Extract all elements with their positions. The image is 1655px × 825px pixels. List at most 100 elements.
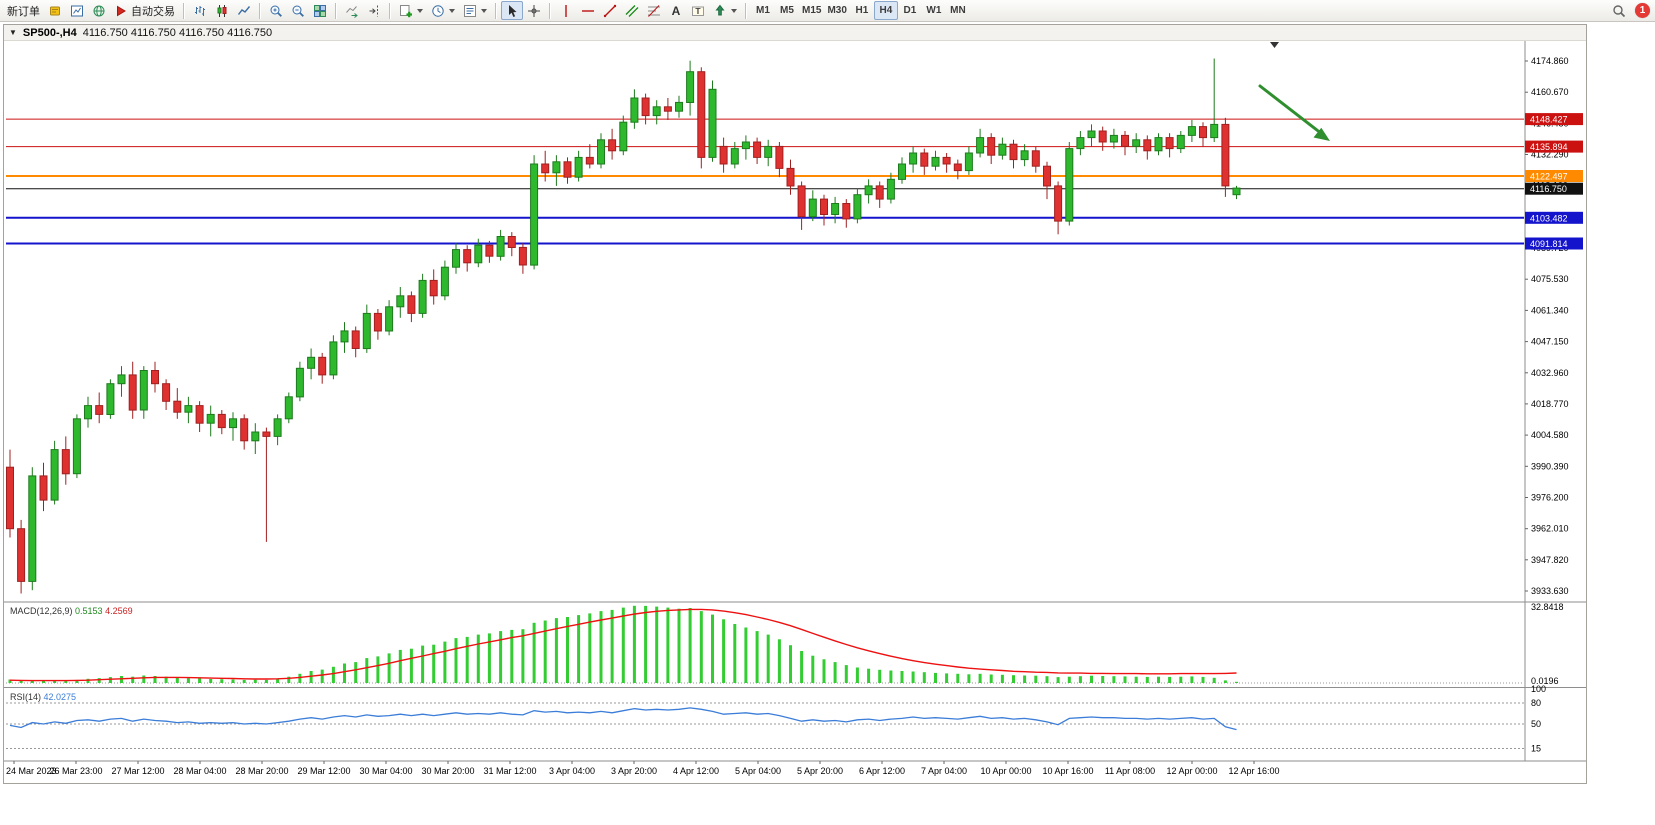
autotrading-button[interactable]: 自动交易 [110, 1, 179, 20]
label-icon: T [691, 4, 705, 18]
one-click-trading-toggle[interactable]: ▼ [9, 27, 17, 37]
zoom-in-icon [269, 4, 283, 18]
tf-h1-button-label: H1 [855, 5, 869, 16]
vertical-line-button[interactable] [555, 1, 577, 20]
tf-h4-button-label: H4 [879, 5, 893, 16]
notification-badge[interactable]: 1 [1635, 3, 1650, 18]
tf-m1-button[interactable]: M1 [751, 1, 775, 20]
chart-bars-icon [193, 4, 207, 18]
channel-button[interactable] [621, 1, 643, 20]
svg-text:26 Mar 23:00: 26 Mar 23:00 [49, 766, 102, 776]
tf-h4-button[interactable]: H4 [873, 1, 898, 20]
tf-w1-button[interactable]: W1 [922, 1, 946, 20]
svg-text:24 Mar 2023: 24 Mar 2023 [6, 766, 57, 776]
vline-icon [559, 4, 573, 18]
bar-chart-button[interactable] [189, 1, 211, 20]
text-button[interactable]: A [665, 1, 687, 20]
tf-d1-button[interactable]: D1 [898, 1, 922, 20]
svg-text:4018.770: 4018.770 [1531, 399, 1569, 409]
svg-text:27 Mar 12:00: 27 Mar 12:00 [111, 766, 164, 776]
chart-window[interactable]: ▼ SP500-,H4 4116.750 4116.750 4116.750 4… [3, 24, 1587, 784]
cursor-button[interactable] [501, 1, 523, 20]
svg-text:10 Apr 00:00: 10 Apr 00:00 [980, 766, 1031, 776]
toolbar-buttons: 新订单 自动交易 A T M1 M5 M15 M30 H1 H4 D1 W1 MN [3, 1, 1608, 20]
svg-text:100: 100 [1531, 684, 1546, 694]
templates-button[interactable] [459, 1, 491, 20]
price-tags: 4148.427 4135.894 4122.497 4116.750 4103.482… [1525, 113, 1583, 250]
svg-text:29 Mar 12:00: 29 Mar 12:00 [297, 766, 350, 776]
tf-m1-button-label: M1 [756, 5, 770, 16]
svg-text:4148.427: 4148.427 [1530, 115, 1568, 125]
fibonacci-button[interactable] [643, 1, 665, 20]
line-chart-button[interactable] [233, 1, 255, 20]
tf-m30-button[interactable]: M30 [824, 1, 849, 20]
dropdown-caret-icon[interactable] [449, 8, 455, 13]
fibonacci-icon [647, 4, 661, 18]
tf-h1-button[interactable]: H1 [850, 1, 874, 20]
tf-m5-button[interactable]: M5 [775, 1, 799, 20]
text-icon: A [669, 4, 683, 18]
profiles-button[interactable] [66, 1, 88, 20]
svg-text:3962.010: 3962.010 [1531, 524, 1569, 534]
clock-icon [431, 4, 445, 18]
svg-text:4075.530: 4075.530 [1531, 274, 1569, 284]
svg-text:4132.290: 4132.290 [1531, 150, 1569, 160]
trendline-icon [603, 4, 617, 18]
trendline-button[interactable] [599, 1, 621, 20]
chart-canvas[interactable]: 4174.8604160.6704146.4804132.2904118.100… [4, 41, 1586, 782]
dropdown-caret-icon[interactable] [481, 8, 487, 13]
zoom-in-button[interactable] [265, 1, 287, 20]
toolbar-separator [549, 2, 551, 19]
chart-shift-button[interactable] [363, 1, 385, 20]
green-arrow-annotation[interactable] [1258, 84, 1330, 141]
tf-w1-button-label: W1 [926, 5, 942, 16]
svg-text:7 Apr 04:00: 7 Apr 04:00 [921, 766, 967, 776]
svg-text:4061.340: 4061.340 [1531, 305, 1569, 315]
chart-shift-icon [367, 4, 381, 18]
candlestick-chart-button[interactable] [211, 1, 233, 20]
search-icon [1612, 4, 1626, 18]
auto-scroll-button[interactable] [341, 1, 363, 20]
arrows-button[interactable] [709, 1, 741, 20]
toolbar-separator [335, 2, 337, 19]
dropdown-caret-icon[interactable] [731, 8, 737, 13]
profiles-icon [70, 4, 84, 18]
svg-text:10 Apr 16:00: 10 Apr 16:00 [1042, 766, 1093, 776]
candles-layer [6, 58, 1241, 594]
dropdown-caret-icon[interactable] [417, 8, 423, 13]
toolbar-separator [259, 2, 261, 19]
svg-text:4135.894: 4135.894 [1530, 142, 1568, 152]
tf-m15-button[interactable]: M15 [799, 1, 824, 20]
svg-text:4047.150: 4047.150 [1531, 337, 1569, 347]
main-toolbar: 新订单 自动交易 A T M1 M5 M15 M30 H1 H4 D1 W1 MN 1 [0, 0, 1655, 22]
chart-title-ohlc: 4116.750 4116.750 4116.750 4116.750 [82, 26, 273, 39]
marketwatch-button[interactable] [88, 1, 110, 20]
svg-text:4 Apr 12:00: 4 Apr 12:00 [673, 766, 719, 776]
svg-text:4032.960: 4032.960 [1531, 368, 1569, 378]
search-button[interactable] [1608, 1, 1630, 20]
chart-title-symbol: SP500-,H4 [22, 26, 77, 39]
svg-text:4004.580: 4004.580 [1531, 430, 1569, 440]
svg-text:3933.630: 3933.630 [1531, 586, 1569, 596]
pane-separators[interactable] [4, 601, 1586, 762]
chart-titlebar[interactable]: ▼ SP500-,H4 4116.750 4116.750 4116.750 4… [4, 25, 1586, 41]
periods-button[interactable] [427, 1, 459, 20]
metaeditor-icon [48, 4, 62, 18]
label-button[interactable]: T [687, 1, 709, 20]
tile-windows-button[interactable] [309, 1, 331, 20]
svg-text:80: 80 [1531, 698, 1541, 708]
zoom-out-button[interactable] [287, 1, 309, 20]
svg-text:30 Mar 20:00: 30 Mar 20:00 [421, 766, 474, 776]
svg-text:4122.497: 4122.497 [1530, 172, 1568, 182]
tf-m5-button-label: M5 [780, 5, 794, 16]
new-chart-icon [399, 4, 413, 18]
crosshair-button[interactable] [523, 1, 545, 20]
tf-mn-button[interactable]: MN [946, 1, 970, 20]
metaeditor-button[interactable] [44, 1, 66, 20]
horizontal-line-button[interactable] [577, 1, 599, 20]
svg-text:32.8418: 32.8418 [1531, 602, 1564, 612]
toolbar-separator [495, 2, 497, 19]
new-order-button[interactable]: 新订单 [3, 1, 44, 20]
new-chart-button[interactable] [395, 1, 427, 20]
